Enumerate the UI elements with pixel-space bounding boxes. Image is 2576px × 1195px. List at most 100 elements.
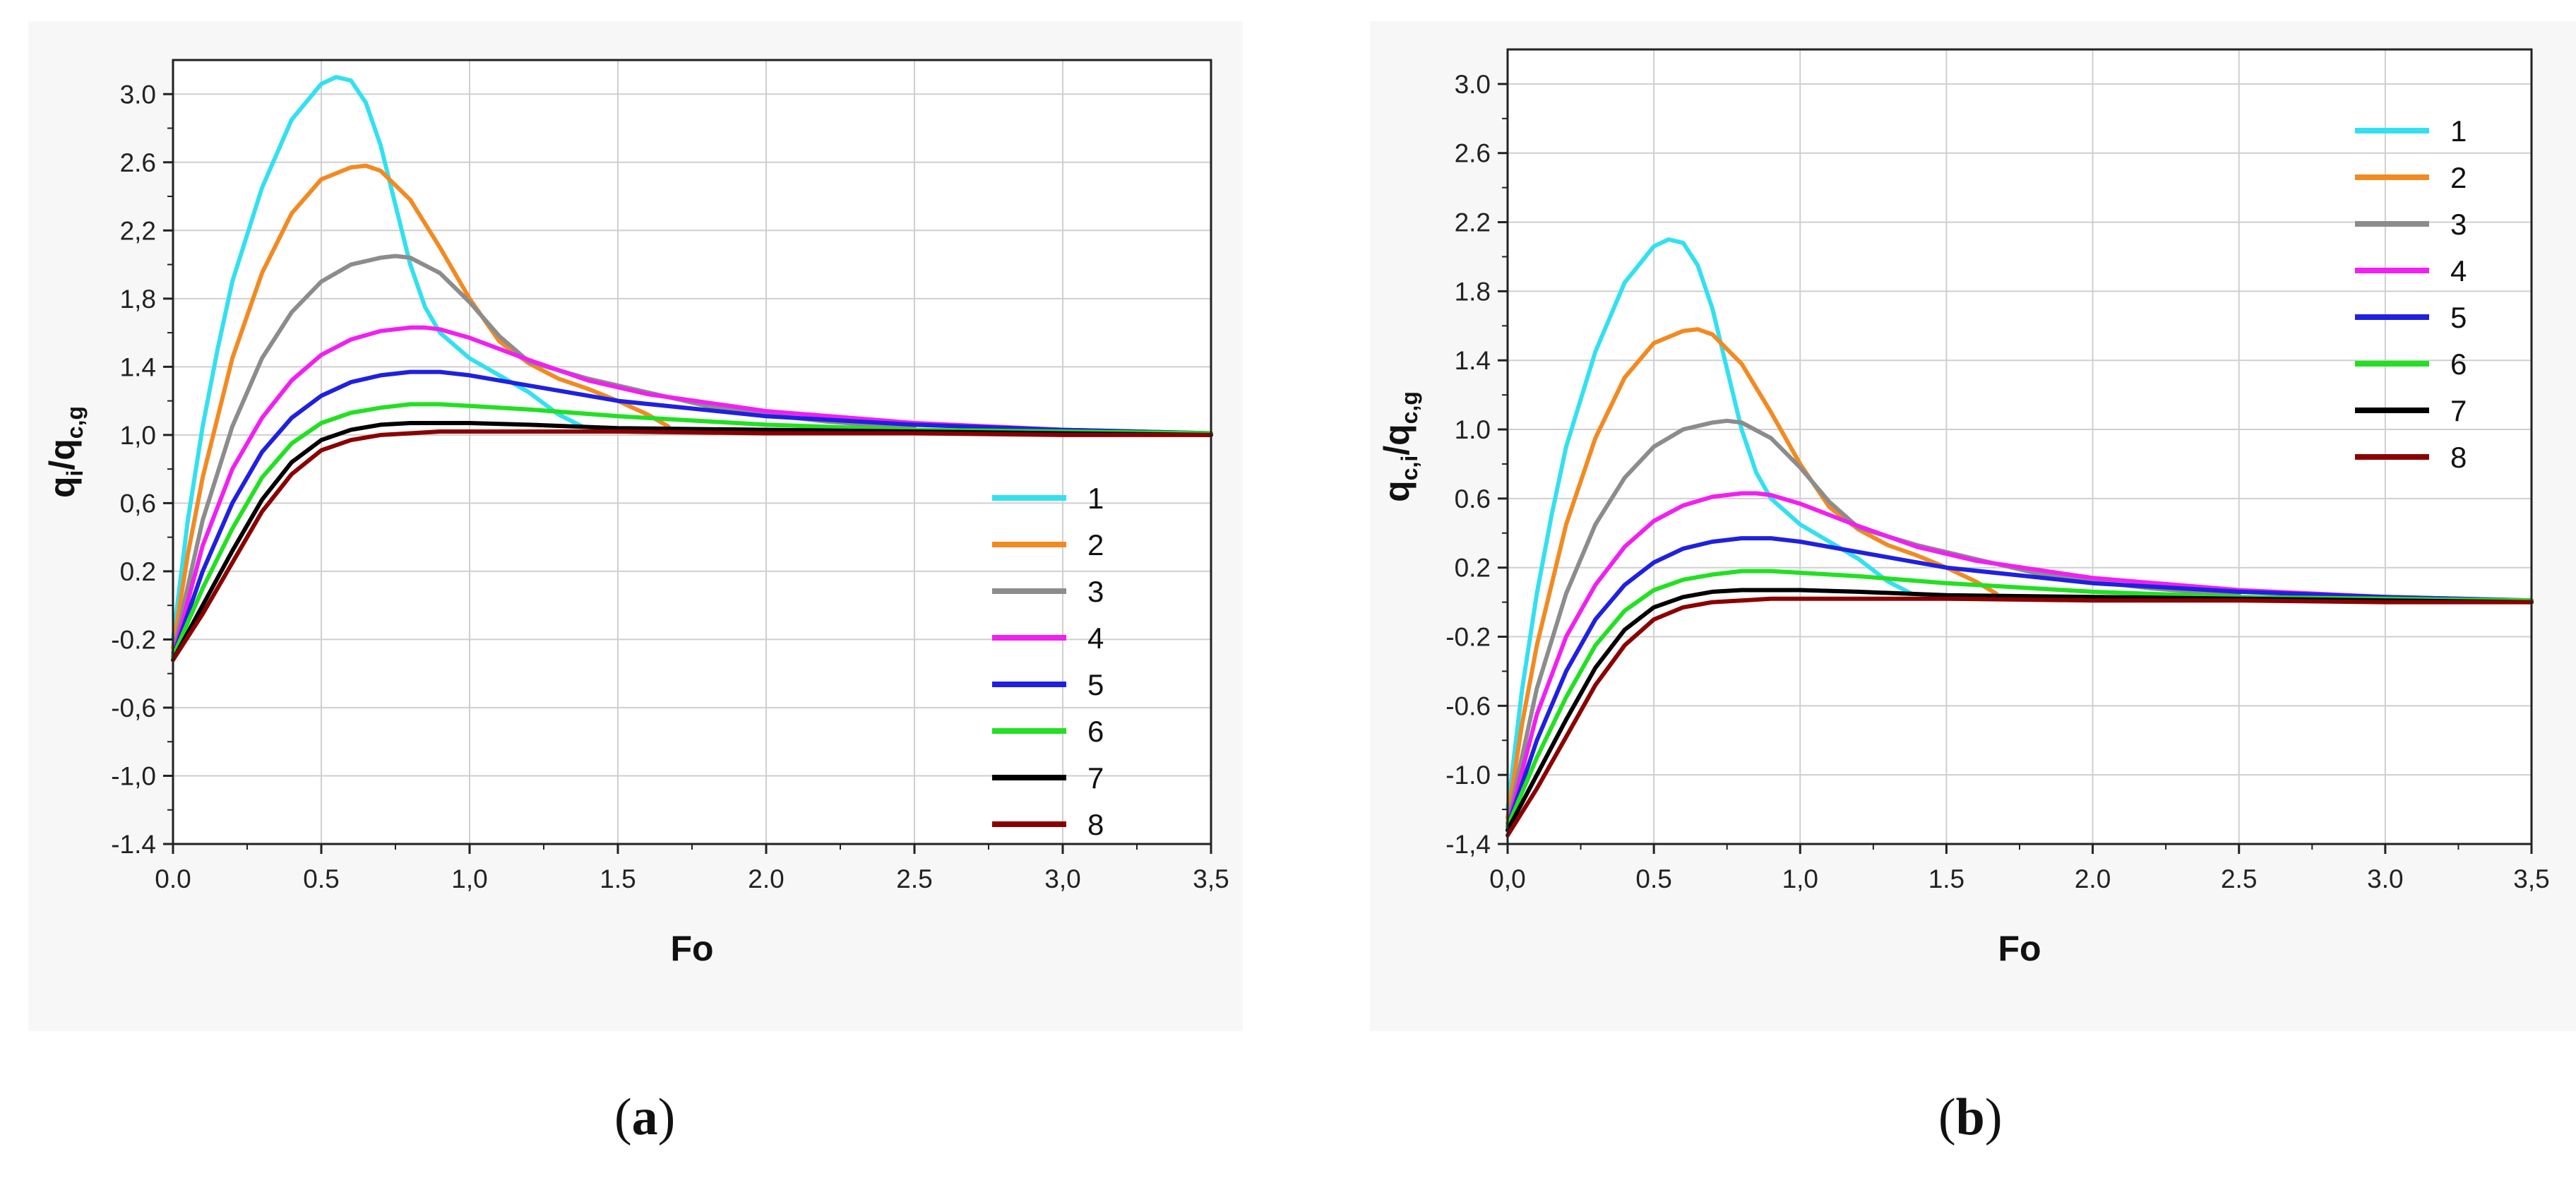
x-tick-label-6: 3,0 (1044, 864, 1080, 893)
legend-label-4: 4 (2450, 254, 2467, 287)
y-tick-label-4: 0.2 (1455, 554, 1491, 583)
caption-a: (a) (614, 1088, 675, 1148)
chart-b-svg: 0,0 0.5 1,0 1.5 2.0 2.5 3.0 3,5 -1,4 -1.0 -0.6 -0.2… (1377, 48, 2550, 968)
y-tick-label-8: 1.8 (1455, 277, 1491, 306)
series-line-b-3 (1505, 418, 2241, 826)
series-line-b-1 (1505, 237, 1914, 812)
caption-b-letter: b (1955, 1088, 1985, 1146)
caption-b: (b) (1938, 1088, 2002, 1148)
series-line-a-7 (171, 421, 1213, 662)
y-tick-label-1: -1.0 (1445, 761, 1491, 790)
legend-label-1: 1 (1087, 482, 1104, 515)
y-tick-label-7: 1.4 (120, 352, 156, 381)
chart-a-svg: 0.0 0.5 1,0 1.5 2.0 2.5 3,0 3,5 -1.4 -1,0 -0,6 -0.2… (42, 59, 1229, 968)
legend-b: 1 2 3 4 5 6 7 8 (2355, 114, 2467, 474)
x-ticks-b: 0,0 0.5 1,0 1.5 2.0 2.5 3.0 3,5 (1489, 844, 2550, 893)
y-tick-label-3: -0.2 (111, 625, 156, 654)
y-title-sep: /q (1377, 424, 1417, 455)
x-axis-title-a: Fo (670, 929, 713, 968)
series-line-b-5 (1505, 536, 2534, 829)
x-tick-label-1: 0.5 (1635, 864, 1671, 893)
x-tick-label-0: 0,0 (1489, 864, 1525, 893)
x-axis-title-b: Fo (1998, 929, 2041, 968)
y-ticks-a: -1.4 -1,0 -0,6 -0.2 0.2 0,6 1,0 1.4 1,8 2,2 2.6 3.0 (111, 80, 173, 859)
series-line-a-3 (171, 254, 917, 655)
chart-panel-b: 0,0 0.5 1,0 1.5 2.0 2.5 3.0 3,5 -1,4 -1.0 -0.6 -0.2… (1370, 21, 2576, 1031)
y-tick-label-6: 1.0 (1455, 415, 1491, 444)
chart-panel-a: 0.0 0.5 1,0 1.5 2.0 2.5 3,0 3,5 -1.4 -1,0 -0,6 -0.2… (28, 21, 1243, 1031)
y-axis-title-b: qc,i/qc,g (1377, 391, 1422, 502)
series-line-a-5 (171, 369, 1213, 659)
legend-label-8: 8 (2450, 441, 2467, 474)
y-title-main: q (1377, 480, 1417, 502)
y-tick-label-0: -1.4 (111, 830, 156, 859)
legend-a: 1 2 3 4 5 6 7 8 (992, 482, 1104, 841)
legend-label-5: 5 (1087, 668, 1104, 701)
legend-label-6: 6 (1087, 715, 1104, 748)
caption-a-letter: a (631, 1088, 658, 1146)
caption-a-close: ) (657, 1088, 676, 1146)
y-tick-label-2: -0.6 (1445, 691, 1491, 720)
x-tick-label-4: 2.0 (748, 864, 784, 893)
y-tick-label-11: 3.0 (1455, 70, 1491, 99)
y-tick-label-1: -1,0 (111, 761, 156, 790)
plot-area-b (1508, 49, 2532, 844)
series-line-a-6 (171, 402, 1213, 659)
x-tick-label-7: 3,5 (1193, 864, 1229, 893)
caption-a-open: ( (614, 1088, 632, 1146)
plot-area-a (173, 60, 1211, 844)
x-ticks-a: 0.0 0.5 1,0 1.5 2.0 2.5 3,0 3,5 (155, 844, 1229, 893)
y-tick-label-9: 2.2 (1455, 208, 1491, 237)
y-tick-label-7: 1.4 (1455, 346, 1491, 375)
x-tick-label-5: 2.5 (896, 864, 932, 893)
y-title-sub2: c,g (62, 406, 88, 439)
series-group-a (171, 75, 1213, 662)
y-tick-label-5: 0,6 (120, 489, 156, 518)
x-tick-label-3: 1.5 (1928, 864, 1964, 893)
y-title-sub1: c,i (1397, 456, 1422, 481)
y-tick-label-6: 1,0 (120, 421, 156, 450)
y-tick-label-3: -0.2 (1445, 623, 1491, 652)
x-tick-label-6: 3.0 (2367, 864, 2403, 893)
series-line-a-1 (171, 75, 585, 642)
legend-label-2: 2 (1087, 528, 1104, 561)
x-tick-label-4: 2.0 (2075, 864, 2111, 893)
legend-label-7: 7 (1087, 761, 1104, 795)
y-title-sub2: c,g (1397, 391, 1422, 424)
x-tick-label-2: 1,0 (451, 864, 487, 893)
y-tick-label-2: -0,6 (111, 694, 156, 723)
series-line-b-8 (1505, 596, 2534, 838)
legend-label-6: 6 (2450, 347, 2467, 381)
legend-label-3: 3 (2450, 208, 2467, 241)
x-tick-label-7: 3,5 (2513, 864, 2549, 893)
x-tick-label-3: 1.5 (600, 864, 636, 893)
legend-label-1: 1 (2450, 114, 2467, 148)
series-line-b-6 (1505, 569, 2534, 829)
series-line-a-4 (171, 325, 1213, 659)
y-tick-label-10: 2.6 (120, 148, 156, 177)
caption-b-close: ) (1984, 1088, 2003, 1146)
y-axis-title-a: qi/qc,g (42, 406, 88, 498)
x-tick-label-1: 0.5 (303, 864, 339, 893)
legend-label-8: 8 (1087, 808, 1104, 841)
legend-label-7: 7 (2450, 394, 2467, 427)
y-tick-label-5: 0.6 (1455, 484, 1491, 513)
y-title-sub1: i (62, 470, 88, 477)
y-tick-label-8: 1,8 (120, 285, 156, 314)
y-ticks-b: -1,4 -1.0 -0.6 -0.2 0.2 0.6 1.0 1.4 1.8 2.2 2.6 3.0 (1445, 70, 1508, 859)
series-line-a-2 (171, 163, 671, 650)
x-tick-label-0: 0.0 (155, 864, 191, 893)
series-line-b-4 (1505, 491, 2534, 829)
series-group-b (1505, 237, 2534, 838)
y-title-main: q (42, 477, 82, 499)
y-tick-label-4: 0.2 (120, 557, 156, 586)
series-line-b-2 (1505, 327, 1998, 821)
series-line-b-7 (1505, 588, 2534, 833)
legend-label-4: 4 (1087, 622, 1104, 655)
y-tick-label-9: 2,2 (120, 216, 156, 245)
y-tick-label-10: 2.6 (1455, 139, 1491, 168)
x-tick-label-2: 1,0 (1782, 864, 1818, 893)
caption-b-open: ( (1938, 1088, 1956, 1146)
legend-label-3: 3 (1087, 575, 1104, 608)
legend-label-5: 5 (2450, 301, 2467, 334)
